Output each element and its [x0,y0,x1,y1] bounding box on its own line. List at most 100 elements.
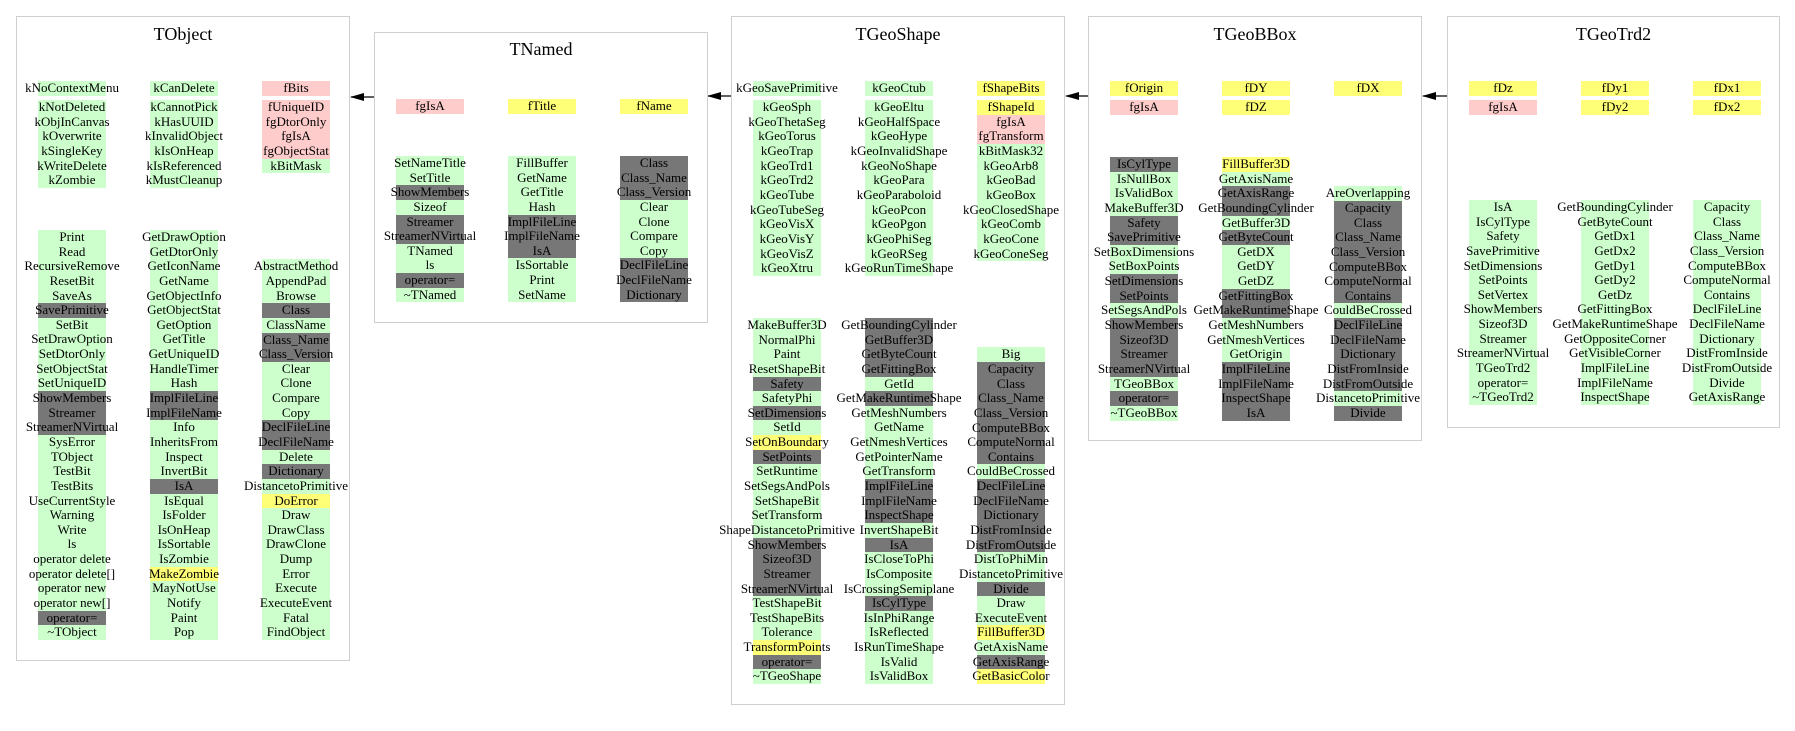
item-label: DistToPhiMin [973,551,1049,567]
method-item: Clone [262,376,330,392]
method-item: ImplFileLine [149,390,219,406]
method-item: SetPoints [1110,288,1178,304]
item-label: Contains [1703,286,1751,302]
method-item: ~TGeoShape [753,669,821,685]
member-item: kCanDelete [150,80,218,96]
item-label: Tolerance [761,624,813,640]
item-label: GetNmeshVertices [1207,331,1305,347]
method-item: ComputeNormal [1683,273,1771,288]
item-label: kGeoBox [986,186,1036,202]
member-item: kGeoTube [753,187,821,203]
members-column: fDx1 fDx2 [1693,80,1761,115]
item-label: DistFromOutside [965,536,1057,552]
member-item: kGeoBox [977,186,1045,203]
method-item: GetObjectInfo [146,288,222,304]
method-item: InspectShape [864,508,934,523]
method-item: GetDX [1222,244,1290,260]
item-label: StreamerNVirtual [25,419,119,435]
member-item: kGeoArb8 [977,157,1045,174]
item-label: ResetBit [49,272,95,288]
member-item: kGeoPhiSeg [865,231,933,247]
item-label: Error [282,565,310,581]
method-item: DeclFileLine [262,420,330,435]
method-item: Execute [262,581,330,597]
member-item: fgIsA [1469,99,1537,115]
method-item: DeclFileLine [977,478,1045,494]
member-item: kGeoVisX [753,217,821,232]
method-item: DoError [262,493,330,509]
item-label: GetBoundingCylinder [841,317,957,332]
method-item: DeclFileLine [1693,302,1761,318]
item-label: kGeoPcon [871,201,927,217]
item-label: TGeoBBox [1114,375,1174,391]
item-label: RecursiveRemove [24,258,120,274]
method-item: Hash [508,199,576,215]
method-item: DistFromInside [1686,346,1768,362]
item-label: kGeoConeSeg [973,245,1049,261]
method-item: Class_Version [259,346,333,362]
method-item: operator= [38,610,106,626]
item-label: IsValidBox [1114,185,1174,201]
item-label: Copy [281,404,311,420]
method-item: MayNotUse [150,581,218,597]
method-item: IsA [508,243,576,259]
item-label: ImplFileLine [149,390,219,406]
item-label: GetBuffer3D [864,331,934,347]
method-item: DistancetoPrimitive [244,478,348,494]
item-label: SaveAs [52,287,92,303]
item-label: Class_Name [978,390,1044,406]
method-item: CouldBeCrossed [967,464,1055,480]
item-label: kGeoArb8 [983,157,1039,173]
method-item: Divide [1334,405,1402,421]
method-item: IsSortable [150,537,218,553]
method-item: IsCylType [1469,214,1537,230]
item-label: operator= [1118,390,1170,406]
item-label: kGeoTrap [760,143,814,159]
method-item: Print [508,272,576,288]
item-label: Browse [276,287,316,303]
item-label: GetBoundingCylinder [1557,199,1673,214]
item-label: IsReflected [869,624,929,640]
method-item: CouldBeCrossed [1324,303,1412,319]
item-label: ResetShapeBit [748,360,826,376]
method-item: TransformPoints [744,639,830,655]
member-item: kHasUUID [150,114,218,130]
method-item: Contains [977,449,1045,465]
method-item: Dump [262,551,330,567]
item-label: FillBuffer3D [1222,156,1290,171]
item-label: kGeoRunTimeShape [844,260,954,276]
item-label: TestBits [50,477,94,493]
method-item: AbstractMethod [254,259,338,274]
method-item: IsInPhiRange [864,610,934,626]
item-label: AreOverlapping [1325,185,1411,201]
item-label: Hash [170,375,198,391]
method-item: GetName [508,170,576,186]
item-label: GetPointerName [855,448,943,464]
item-label: AppendPad [265,272,327,288]
method-item: InspectShape [1221,391,1291,406]
method-item: FillBuffer3D [977,625,1045,641]
item-label: GetObjectInfo [146,287,222,303]
members-column: kNoContextMenu kNotDeleted kObjInCanvas kOv… [25,80,119,188]
item-label: GetMeshNumbers [1208,317,1304,333]
method-item: SetBoxPoints [1108,258,1180,275]
member-item: kCannotPick [150,99,218,115]
method-item: SetShapeBit [753,493,821,509]
item-label: ShowMembers [1463,301,1543,317]
class-box-tgeoshape: TGeoShape kGeoSavePrimitive kGeoSph kGeoTh… [719,16,1065,705]
item-label: SavePrimitive [1107,229,1181,245]
item-label: Class [1353,214,1383,230]
item-label: IsValid [880,653,918,669]
item-label: SetObjectStat [36,360,108,376]
method-item: InvertShapeBit [860,522,938,538]
item-label: GetMakeRuntimeShape [1193,302,1319,318]
item-label: IsOnHeap [157,521,211,537]
methods-column: IsA IsCylType Safety SavePrimitive SetDimens… [1457,199,1549,405]
method-item: Safety [753,376,821,392]
method-item: ImplFileLine [1581,360,1649,376]
item-label: SavePrimitive [1466,242,1540,258]
methods-column: AbstractMethod AppendPad Browse Class ClassN… [244,259,348,640]
item-label: SetBoxPoints [1108,258,1180,274]
members-column: fDY fDZ [1222,80,1290,115]
member-item: fgTransform [977,129,1045,145]
